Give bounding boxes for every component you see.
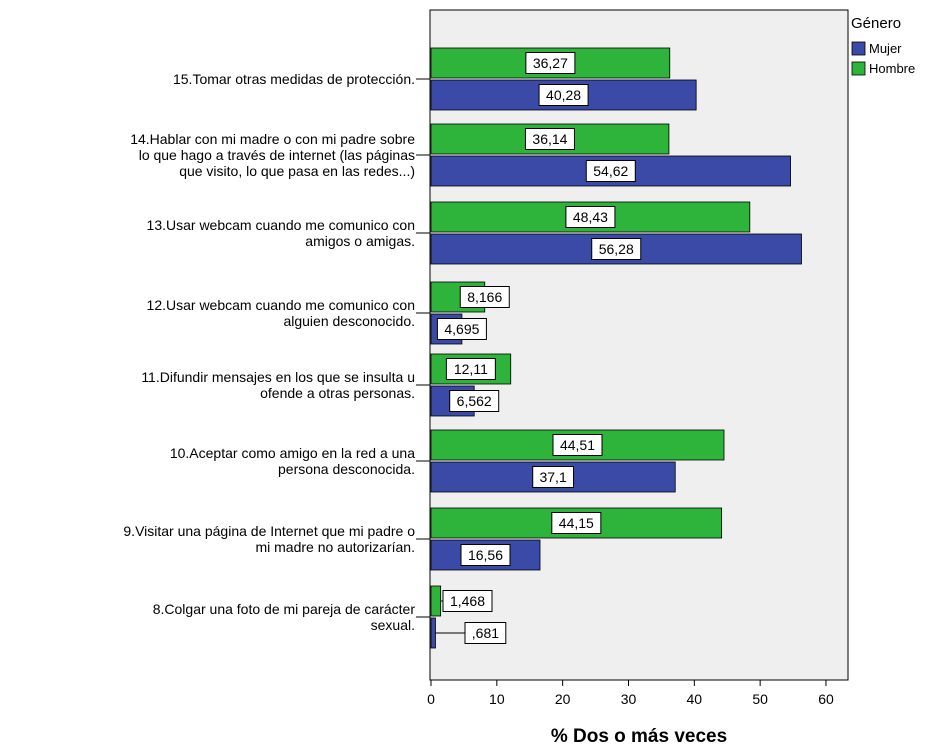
x-axis: 0 10 20 30 40 50 60	[427, 680, 834, 707]
x-tick-50: 50	[752, 680, 768, 707]
svg-text:36,27: 36,27	[533, 55, 568, 71]
svg-text:10.Aceptar como amigo en la re: 10.Aceptar como amigo en la red a una	[170, 445, 415, 461]
svg-text:alguien desconocido.: alguien desconocido.	[283, 313, 415, 329]
svg-text:9.Visitar una página de Intern: 9.Visitar una página de Internet que mi …	[123, 523, 415, 539]
x-tick-0: 0	[427, 680, 435, 707]
data-label-mujer-7: 16,56	[460, 544, 511, 566]
category-label-6: 10.Aceptar como amigo en la red a unaper…	[170, 445, 430, 477]
svg-text:13.Usar webcam cuando me comun: 13.Usar webcam cuando me comunico con	[147, 217, 415, 233]
svg-text:44,51: 44,51	[560, 437, 595, 453]
svg-text:14.Hablar con mi madre o con m: 14.Hablar con mi madre o con mi padre so…	[130, 131, 415, 147]
category-label-7: 9.Visitar una página de Internet que mi …	[123, 523, 430, 555]
data-label-mujer-8: ,681	[435, 622, 507, 644]
category-label-3: 13.Usar webcam cuando me comunico conami…	[147, 217, 430, 249]
svg-text:10: 10	[489, 691, 505, 707]
svg-text:que visito, lo que pasa en las: que visito, lo que pasa en las redes...)	[179, 163, 415, 179]
category-label-1: 15.Tomar otras medidas de protección.	[173, 71, 430, 87]
legend: Género Mujer Hombre	[851, 15, 915, 76]
legend-title: Género	[851, 15, 901, 32]
svg-text:0: 0	[427, 691, 435, 707]
svg-text:Hombre: Hombre	[869, 61, 915, 76]
plot-area	[429, 9, 849, 681]
svg-text:50: 50	[752, 691, 768, 707]
svg-text:ofende a otras personas.: ofende a otras personas.	[260, 385, 415, 401]
svg-text:8.Colgar una foto de mi pareja: 8.Colgar una foto de mi pareja de caráct…	[153, 601, 416, 617]
data-label-hombre-4: 8,166	[459, 286, 510, 308]
data-label-hombre-5: 12,11	[445, 358, 496, 380]
data-labels-layer: 36,27 40,28 36,14 54,62 48,43 56,28 8,166 4,695…	[435, 52, 642, 644]
x-tick-10: 10	[489, 680, 505, 707]
data-label-hombre-2: 36,14	[524, 128, 575, 150]
svg-text:37,1: 37,1	[539, 469, 566, 485]
svg-text:30: 30	[621, 691, 637, 707]
category-label-2: 14.Hablar con mi madre o con mi padre so…	[130, 131, 430, 179]
svg-text:15.Tomar otras medidas de prot: 15.Tomar otras medidas de protección.	[173, 71, 415, 87]
data-label-hombre-1: 36,27	[525, 52, 576, 74]
svg-text:Mujer: Mujer	[869, 41, 902, 56]
svg-text:40,28: 40,28	[546, 87, 581, 103]
svg-text:12.Usar webcam cuando me comun: 12.Usar webcam cuando me comunico con	[147, 297, 415, 313]
x-tick-40: 40	[687, 680, 703, 707]
svg-text:amigos o amigas.: amigos o amigas.	[305, 233, 415, 249]
svg-text:11.Difundir mensajes en los qu: 11.Difundir mensajes en los que se insul…	[141, 369, 415, 385]
svg-text:sexual.: sexual.	[371, 617, 415, 633]
svg-text:persona desconocida.: persona desconocida.	[278, 461, 415, 477]
svg-text:12,11: 12,11	[454, 361, 488, 377]
svg-text:54,62: 54,62	[593, 163, 628, 179]
category-label-5: 11.Difundir mensajes en los que se insul…	[141, 369, 430, 401]
data-label-hombre-8: 1,468	[440, 590, 493, 612]
svg-text:60: 60	[818, 691, 834, 707]
svg-text:,681: ,681	[472, 625, 499, 641]
category-labels: 15.Tomar otras medidas de protección. 14.…	[123, 71, 430, 633]
svg-text:40: 40	[687, 691, 703, 707]
legend-entry-mujer: Mujer	[851, 41, 902, 56]
svg-text:48,43: 48,43	[573, 209, 608, 225]
svg-text:56,28: 56,28	[599, 241, 634, 257]
data-label-hombre-7: 44,15	[551, 512, 602, 534]
legend-entry-hombre: Hombre	[851, 61, 915, 76]
svg-text:lo que hago a través de intern: lo que hago a través de internet (las pá…	[139, 147, 415, 163]
svg-text:44,15: 44,15	[559, 515, 594, 531]
svg-text:4,695: 4,695	[444, 321, 479, 337]
svg-text:36,14: 36,14	[532, 131, 567, 147]
svg-text:16,56: 16,56	[468, 547, 503, 563]
data-label-hombre-3: 48,43	[565, 206, 616, 228]
svg-text:mi madre no autorizarían.: mi madre no autorizarían.	[255, 539, 415, 555]
svg-text:20: 20	[555, 691, 571, 707]
svg-text:6,562: 6,562	[457, 393, 492, 409]
x-tick-20: 20	[555, 680, 571, 707]
svg-text:1,468: 1,468	[450, 593, 485, 609]
x-axis-title: % Dos o más veces	[551, 726, 727, 747]
data-label-mujer-5: 6,562	[449, 390, 500, 412]
bar-mujer-8	[430, 617, 436, 649]
x-tick-60: 60	[818, 680, 834, 707]
data-label-mujer-2: 54,62	[585, 160, 636, 182]
x-tick-30: 30	[621, 680, 637, 707]
data-label-mujer-3: 56,28	[591, 238, 642, 260]
data-label-mujer-4: 4,695	[436, 318, 487, 340]
svg-text:8,166: 8,166	[467, 289, 502, 305]
category-label-8: 8.Colgar una foto de mi pareja de caráct…	[153, 601, 430, 633]
data-label-hombre-6: 44,51	[552, 434, 603, 456]
bar-hombre-8	[430, 585, 442, 617]
data-label-mujer-1: 40,28	[538, 84, 589, 106]
category-label-4: 12.Usar webcam cuando me comunico conalg…	[147, 297, 430, 329]
data-label-mujer-6: 37,1	[532, 466, 575, 488]
